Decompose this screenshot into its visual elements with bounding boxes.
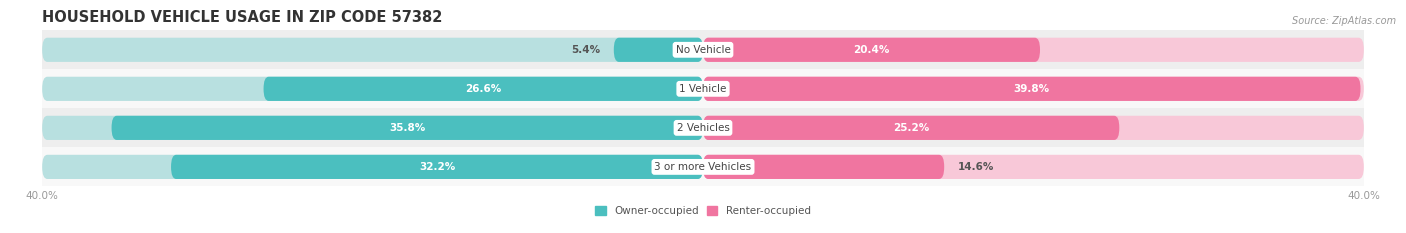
FancyBboxPatch shape bbox=[703, 77, 1361, 101]
FancyBboxPatch shape bbox=[703, 116, 1364, 140]
FancyBboxPatch shape bbox=[42, 77, 703, 101]
Text: 32.2%: 32.2% bbox=[419, 162, 456, 172]
FancyBboxPatch shape bbox=[614, 38, 703, 62]
FancyBboxPatch shape bbox=[703, 38, 1364, 62]
FancyBboxPatch shape bbox=[111, 116, 703, 140]
FancyBboxPatch shape bbox=[703, 77, 1364, 101]
FancyBboxPatch shape bbox=[42, 155, 703, 179]
Text: 1 Vehicle: 1 Vehicle bbox=[679, 84, 727, 94]
Bar bbox=[42, 30, 1364, 69]
Bar bbox=[42, 147, 1364, 186]
Text: 26.6%: 26.6% bbox=[465, 84, 502, 94]
Text: 14.6%: 14.6% bbox=[957, 162, 994, 172]
FancyBboxPatch shape bbox=[263, 77, 703, 101]
Text: 3 or more Vehicles: 3 or more Vehicles bbox=[654, 162, 752, 172]
Bar bbox=[42, 108, 1364, 147]
Text: 25.2%: 25.2% bbox=[893, 123, 929, 133]
FancyBboxPatch shape bbox=[42, 38, 703, 62]
Text: 39.8%: 39.8% bbox=[1014, 84, 1050, 94]
Text: No Vehicle: No Vehicle bbox=[675, 45, 731, 55]
FancyBboxPatch shape bbox=[703, 155, 1364, 179]
FancyBboxPatch shape bbox=[703, 155, 945, 179]
Bar bbox=[42, 69, 1364, 108]
FancyBboxPatch shape bbox=[703, 38, 1040, 62]
Text: Source: ZipAtlas.com: Source: ZipAtlas.com bbox=[1292, 16, 1396, 26]
Text: HOUSEHOLD VEHICLE USAGE IN ZIP CODE 57382: HOUSEHOLD VEHICLE USAGE IN ZIP CODE 5738… bbox=[42, 10, 443, 25]
Text: 5.4%: 5.4% bbox=[571, 45, 600, 55]
FancyBboxPatch shape bbox=[42, 116, 703, 140]
Text: 20.4%: 20.4% bbox=[853, 45, 890, 55]
Legend: Owner-occupied, Renter-occupied: Owner-occupied, Renter-occupied bbox=[591, 202, 815, 220]
Text: 2 Vehicles: 2 Vehicles bbox=[676, 123, 730, 133]
Text: 35.8%: 35.8% bbox=[389, 123, 426, 133]
FancyBboxPatch shape bbox=[172, 155, 703, 179]
FancyBboxPatch shape bbox=[703, 116, 1119, 140]
